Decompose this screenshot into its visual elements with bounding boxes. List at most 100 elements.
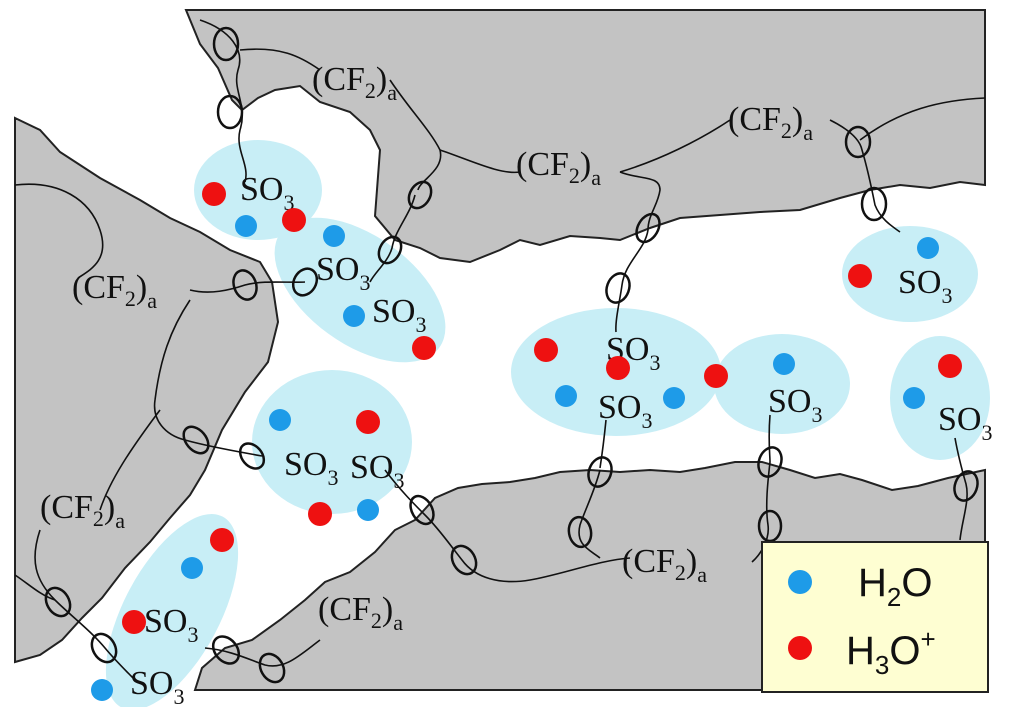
so3-label: SO3 (144, 603, 198, 647)
oxygen-ring (377, 235, 403, 265)
so3-label: SO3 (284, 446, 338, 490)
oxygen-ring (44, 586, 72, 618)
hydronium-dot (848, 264, 872, 288)
chain-top-2 (239, 48, 321, 71)
chain-top-8 (829, 119, 901, 233)
chain-left-1 (14, 183, 104, 279)
cluster-8 (890, 336, 990, 460)
so3-label: SO3 (240, 171, 294, 215)
chain-left-5 (34, 529, 136, 681)
legend-hydronium-swatch (788, 636, 812, 660)
hydronium-dot (356, 410, 380, 434)
oxygen-ring (182, 425, 210, 455)
hydronium-dot (606, 356, 630, 380)
chain-bot-2 (204, 639, 321, 667)
side-chains (14, 19, 986, 681)
hydronium-dot (308, 502, 332, 526)
oxygen-ring (258, 652, 286, 684)
chain-top-5 (439, 149, 521, 174)
oxygen-ring (953, 470, 979, 502)
chain-top-7 (619, 119, 731, 173)
water-dot (357, 499, 379, 521)
legend: H2O H3O+ (761, 541, 989, 693)
chain-top-9 (859, 97, 986, 141)
polymer-left-region (14, 116, 280, 664)
oxygen-ring (605, 272, 631, 304)
legend-water-swatch (788, 570, 812, 594)
oxygen-ring (238, 442, 266, 470)
chain-top-3 (389, 79, 442, 191)
chain-left-2 (189, 281, 306, 293)
oxygen-ring (211, 635, 241, 665)
hydronium-dot (202, 182, 226, 206)
cf2-label: (CF2)a (72, 269, 157, 313)
oxygen-ring (291, 267, 319, 297)
chain-left-4 (99, 409, 161, 511)
oxygen-ring (757, 446, 783, 478)
chain-left-3 (153, 299, 263, 457)
water-dot (343, 305, 365, 327)
ether-oxygens (44, 26, 979, 684)
hydronium-dot (534, 338, 558, 362)
cf2-labels: (CF2)a (CF2)a (CF2)a (CF2)a (CF2)a (CF2)… (40, 61, 813, 635)
so3-label: SO3 (768, 383, 822, 427)
hydronium-ions (122, 182, 962, 634)
chain-bot-4 (599, 419, 607, 469)
cf2-label: (CF2)a (622, 543, 707, 587)
chain-bot-6 (954, 437, 968, 541)
so3-label: SO3 (938, 401, 992, 445)
hydronium-dot (210, 528, 234, 552)
legend-box (761, 541, 989, 693)
water-dot (663, 387, 685, 409)
cluster-4 (105, 514, 239, 707)
so3-label: SO3 (372, 293, 426, 337)
water-dot (91, 679, 113, 701)
so3-label: SO3 (316, 251, 370, 295)
oxygen-ring (860, 186, 888, 222)
cluster-7 (842, 226, 978, 322)
oxygen-ring (450, 544, 478, 576)
oxygen-ring (216, 94, 244, 130)
water-dot (235, 215, 257, 237)
cf2-label: (CF2)a (318, 591, 403, 635)
oxygen-ring (635, 212, 661, 244)
water-dot (323, 225, 345, 247)
oxygen-ring (844, 125, 872, 159)
chain-top-1 (199, 19, 247, 183)
legend-hydronium-label: H3O+ (846, 624, 936, 680)
water-dot (903, 387, 925, 409)
chain-top-4 (369, 194, 416, 283)
oxygen-ring (567, 515, 593, 549)
oxygen-ring (212, 26, 240, 62)
chain-left-6 (14, 574, 56, 601)
cf2-label: (CF2)a (516, 146, 601, 190)
legend-water-label: H2O (858, 561, 932, 612)
hydronium-dot (412, 336, 436, 360)
hydronium-dot (282, 208, 306, 232)
water-dot (269, 409, 291, 431)
oxygen-ring (232, 269, 258, 301)
oxygen-ring (407, 180, 433, 210)
chain-top-6 (615, 171, 661, 333)
water-dot (773, 353, 795, 375)
cluster-2 (274, 217, 446, 363)
so3-label: SO3 (898, 264, 952, 308)
hydronium-dot (704, 364, 728, 388)
cf2-label: (CF2)a (40, 489, 125, 533)
oxygen-ring (90, 632, 118, 664)
so3-label: SO3 (350, 449, 404, 493)
hydronium-dot (938, 354, 962, 378)
so3-label: SO3 (130, 665, 184, 707)
chain-bot-3 (578, 469, 601, 559)
water-dot (555, 385, 577, 407)
so3-label: SO3 (598, 389, 652, 433)
water-dot (917, 237, 939, 259)
cluster-6 (714, 334, 850, 434)
so3-labels: SO3 SO3 SO3 SO3 SO3 SO3 SO3 SO3 SO3 SO3 … (130, 171, 992, 707)
oxygen-ring (587, 456, 613, 488)
hydronium-dot (122, 610, 146, 634)
cluster-3 (252, 370, 412, 514)
oxygen-ring (409, 494, 435, 526)
chain-bot-1 (384, 469, 631, 583)
